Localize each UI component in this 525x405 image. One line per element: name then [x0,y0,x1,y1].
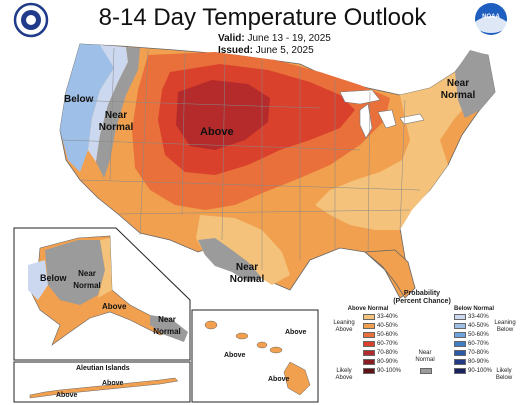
legend-above-bin-swatch [363,341,375,347]
alaska-light-orange-region [98,238,112,298]
alaska-near-normal-region [45,240,105,305]
legend-above-bin-label: 90-100% [377,367,402,374]
florida [363,249,416,299]
legend-below-bin-label: 60-70% [468,340,489,347]
legend-above-header: Above Normal [347,306,389,312]
legend-above-bin-label: 40-50% [377,322,398,329]
conus-above-70-80 [176,80,270,150]
legend-above-bin-swatch [363,314,375,320]
conus-light-orange-texas [196,215,290,285]
label-ak-near-normal: Near Normal [73,269,101,290]
noaa-logo-text: NOAA [482,14,500,20]
label-aleutian-above-2: Above [56,392,78,399]
label-near-normal-south: Near Normal [229,262,265,285]
label-aleutian-title: Aleutian Islands [76,365,130,372]
legend-below-bin-swatch [454,368,466,374]
page-title: 8-14 Day Temperature Outlook [98,4,427,31]
label-aleutian-above-1: Above [102,380,124,387]
legend-below-bin-label: 33-40% [468,313,489,320]
legend-above-bin-label: 60-70% [377,340,398,347]
conus-near-normal-ne [455,50,495,118]
issued-label: Issued: [218,45,254,56]
legend-near-normal-label: Near Normal [415,350,435,363]
alaska-se-near-normal [150,315,188,342]
legend-above-bin-swatch [363,350,375,356]
legend-above-bin-label: 80-90% [377,358,398,365]
legend-below-bin-swatch [454,332,466,338]
conus-light-orange-region [315,55,480,230]
label-above-main: Above [200,126,234,138]
legend-below-bin-swatch [454,323,466,329]
legend-above-bin-label: 70-80% [377,349,398,356]
legend-above-bin-swatch [363,332,375,338]
legend-below-bin-swatch [454,350,466,356]
legend-title: Probability (Percent Chance) [393,290,451,305]
label-near-normal-ne: Near Normal [440,78,476,101]
valid-dates: June 13 - 19, 2025 [247,33,331,44]
label-below-west: Below [64,94,94,105]
legend-below-bin-label: 50-60% [468,331,489,338]
legend-below-bin-swatch [454,341,466,347]
legend-likely-above: Likely Above [335,368,353,381]
state-borders [61,47,421,270]
legend-below-bin-swatch [454,314,466,320]
issued-date: June 5, 2025 [255,45,314,56]
alaska-below-region [28,260,48,300]
legend-below-bin-swatch [454,359,466,365]
legend-leaning-below: Leaning Below [494,320,516,333]
hawaii-islands [204,320,311,396]
legend-above-bin-label: 50-60% [377,331,398,338]
label-near-normal-west: Near Normal [98,110,134,133]
legend-likely-below: Likely Below [495,368,513,381]
conus-below-light-region [88,45,128,162]
legend-near-normal-swatch [420,368,432,374]
label-hi-above-1: Above [285,329,307,336]
issued-line: Issued: June 5, 2025 [218,45,314,57]
legend-above-bin-swatch [363,359,375,365]
valid-line: Valid: June 13 - 19, 2025 [218,33,331,45]
noaa-logo-icon [475,3,507,35]
legend-below-bin-label: 90-100% [468,367,493,374]
conus-near-normal-west [96,47,140,178]
label-hi-above-2: Above [224,352,246,359]
legend-below-bin-label: 80-90% [468,358,489,365]
aleutian-chain [29,377,179,399]
label-ak-below: Below [40,273,67,283]
legend-above-bin-swatch [363,368,375,374]
conus-below-region [60,44,114,172]
legend-leaning-above: Leaning Above [333,320,355,333]
legend-below-header: Below Normal [453,306,494,312]
doc-seal-icon [13,2,49,38]
label-ak-se-near-normal: Near Normal [153,315,181,336]
legend-above-bin-label: 33-40% [377,313,398,320]
label-ak-above: Above [102,302,127,311]
conus-near-normal-south [198,238,262,282]
legend-below-bin-label: 70-80% [468,349,489,356]
label-hi-above-3: Above [268,376,290,383]
legend-below-bin-label: 40-50% [468,322,489,329]
legend-above-bin-swatch [363,323,375,329]
valid-label: Valid: [218,33,245,44]
